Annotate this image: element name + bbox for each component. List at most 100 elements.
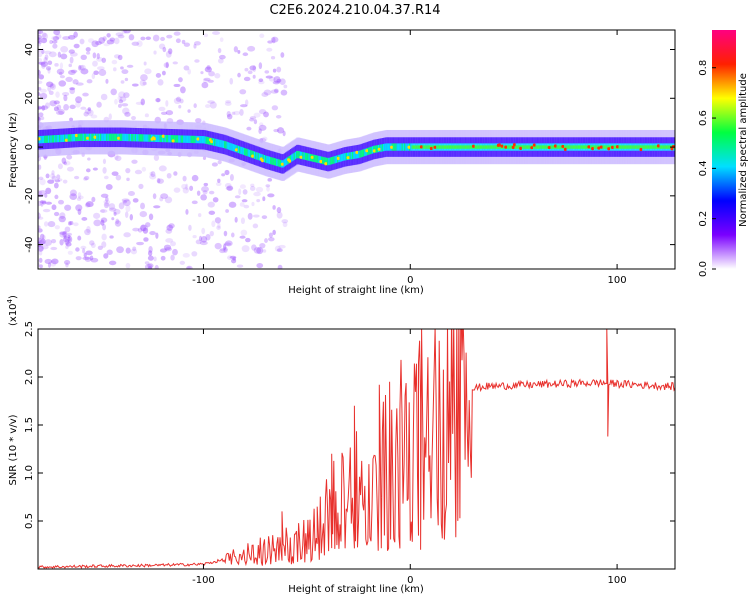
noise-point	[265, 184, 271, 188]
noise-point	[65, 244, 69, 250]
noise-point	[166, 172, 172, 179]
noise-point	[38, 250, 43, 256]
noise-point	[63, 103, 70, 111]
noise-point	[115, 174, 122, 181]
noise-point	[83, 111, 89, 117]
noise-point	[102, 36, 107, 41]
ridge-hotspot	[656, 144, 661, 148]
noise-point	[62, 160, 71, 166]
ridge-hotspot	[504, 145, 508, 149]
noise-point	[131, 83, 139, 87]
y-tick-label: 0.5	[24, 513, 35, 529]
noise-point	[108, 207, 117, 212]
noise-point	[137, 227, 143, 233]
noise-point	[278, 244, 286, 249]
noise-point	[73, 31, 78, 38]
noise-point	[38, 190, 47, 195]
ridge-hotspot	[599, 145, 603, 149]
noise-point	[219, 248, 226, 254]
noise-point	[156, 97, 161, 103]
noise-point	[145, 222, 151, 228]
noise-point	[252, 223, 259, 229]
noise-point	[38, 105, 43, 110]
noise-point	[83, 177, 88, 181]
noise-point	[56, 174, 61, 180]
noise-point	[82, 248, 86, 254]
noise-point	[108, 113, 112, 120]
noise-point	[141, 166, 147, 172]
noise-point	[126, 177, 130, 182]
ridge-hotspot	[117, 136, 121, 140]
noise-point	[277, 127, 285, 134]
noise-point	[40, 61, 49, 67]
noise-point	[205, 233, 211, 241]
noise-point	[118, 91, 126, 99]
noise-point	[44, 50, 52, 55]
noise-point	[63, 260, 71, 265]
noise-point	[191, 251, 198, 257]
noise-point	[208, 190, 215, 195]
noise-point	[75, 256, 82, 261]
noise-point	[100, 193, 109, 198]
noise-point	[250, 183, 255, 188]
noise-point	[64, 238, 70, 246]
spectrogram-frame	[37, 29, 676, 270]
noise-point	[51, 40, 58, 44]
noise-point	[131, 41, 140, 46]
noise-point	[234, 195, 241, 199]
noise-point	[102, 167, 107, 174]
noise-point	[125, 167, 131, 174]
y-tick-label: 1.5	[24, 417, 35, 433]
noise-point	[62, 236, 71, 243]
noise-point	[117, 103, 122, 108]
noise-point	[223, 243, 227, 251]
snr-frame	[37, 328, 676, 570]
noise-point	[261, 215, 268, 220]
noise-point	[77, 192, 82, 198]
noise-point	[251, 201, 255, 207]
noise-point	[76, 197, 82, 202]
noise-point	[66, 166, 74, 172]
noise-point	[41, 105, 46, 111]
noise-point	[129, 214, 134, 221]
noise-point	[187, 266, 191, 269]
noise-point	[268, 76, 276, 82]
noise-point	[253, 247, 262, 254]
noise-point	[113, 208, 121, 215]
noise-point	[262, 136, 268, 142]
noise-point	[47, 221, 56, 228]
noise-point	[208, 71, 215, 77]
noise-point	[256, 199, 261, 203]
noise-point	[50, 83, 56, 91]
noise-point	[181, 183, 188, 190]
noise-point	[39, 264, 43, 269]
noise-point	[207, 79, 214, 83]
noise-point	[102, 223, 107, 231]
noise-point	[85, 47, 91, 52]
noise-point	[132, 246, 137, 252]
noise-point	[144, 68, 152, 75]
snr-ylabel: SNR (10 * v/v)	[8, 414, 19, 485]
noise-point	[160, 36, 165, 42]
ridge-hotspot	[93, 135, 97, 139]
noise-point	[38, 36, 42, 43]
noise-point	[103, 175, 109, 180]
noise-point	[173, 171, 178, 176]
y-tick-label: -20	[24, 188, 35, 204]
ridge-hotspot	[561, 144, 565, 149]
noise-point	[179, 260, 186, 265]
noise-point	[117, 34, 125, 39]
noise-point	[240, 229, 248, 236]
ridge-hotspot	[171, 139, 175, 143]
noise-point	[38, 34, 43, 40]
noise-point	[229, 77, 234, 85]
noise-point	[103, 253, 109, 259]
noise-point	[147, 255, 154, 261]
noise-point	[217, 222, 221, 229]
noise-point	[124, 77, 129, 82]
noise-point	[275, 115, 282, 119]
noise-point	[58, 71, 63, 76]
noise-point	[245, 237, 251, 243]
noise-point	[128, 34, 135, 41]
noise-point	[170, 254, 175, 261]
